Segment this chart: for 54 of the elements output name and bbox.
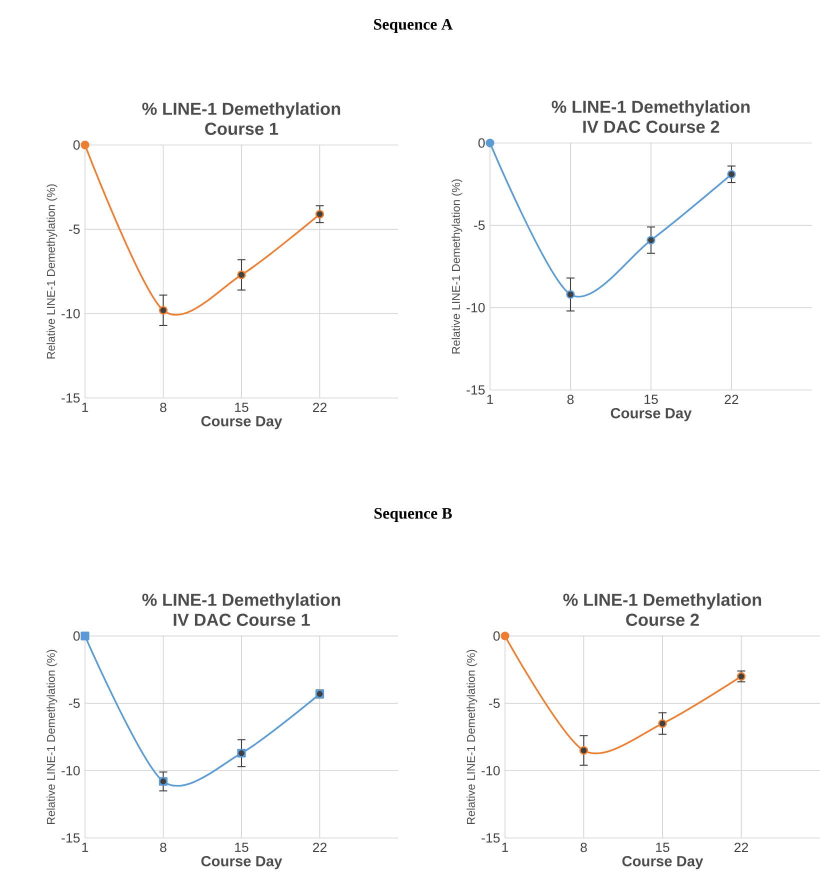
chart-subtitle: Course 2 (626, 614, 699, 626)
x-tick-label: 15 (235, 842, 248, 852)
y-tick-label: 0 (493, 631, 500, 641)
y-tick-label: -10 (482, 766, 500, 776)
x-tick-label: 22 (313, 842, 326, 852)
chart-subtitle: IV DAC Course 2 (583, 120, 720, 133)
x-tick-label: 15 (656, 842, 670, 852)
y-axis-title: Relative LINE-1 Demethylation (%) (452, 179, 462, 354)
chart-title: % LINE-1 Demethylation (552, 100, 750, 116)
y-axis-title: Relative LINE-1 Demethylation (%) (46, 650, 58, 824)
chart-title: % LINE-1 Demethylation (142, 102, 340, 118)
x-tick-label: 22 (724, 394, 738, 404)
x-tick-label: 1 (82, 402, 88, 412)
point (80, 632, 90, 640)
chart-title: % LINE-1 Demethylation (563, 593, 762, 610)
text: Sequence A (374, 18, 453, 33)
y-tick-label: 0 (478, 138, 485, 148)
x-tick-label: 15 (644, 394, 658, 404)
y-tick-label: -10 (466, 302, 485, 312)
x-tick-label: 1 (487, 394, 494, 404)
x-tick-label: 8 (160, 402, 166, 412)
x-axis-title: Course Day (201, 856, 282, 870)
text: Sequence B (374, 508, 452, 522)
y-tick-label: -5 (69, 698, 80, 708)
y-tick-label: -15 (482, 833, 500, 843)
y-tick-label: -15 (466, 385, 485, 395)
y-axis-title: Relative LINE-1 Demethylation (%) (46, 184, 58, 358)
x-axis-title: Course Day (610, 408, 692, 422)
x-tick-label: 8 (567, 394, 574, 404)
x-tick-label: 8 (160, 842, 166, 852)
y-tick-label: -10 (62, 766, 80, 776)
y-tick-label: 0 (73, 631, 80, 641)
x-tick-label: 22 (734, 842, 748, 852)
y-tick-label: -5 (489, 698, 500, 708)
point (500, 632, 510, 640)
y-tick-label: 0 (73, 140, 80, 150)
point (80, 140, 90, 150)
y-tick-label: -15 (62, 833, 80, 843)
chart-title: % LINE-1 Demethylation (142, 593, 340, 610)
point (486, 138, 494, 148)
y-tick-label: -5 (69, 224, 80, 234)
x-tick-label: 15 (235, 402, 248, 412)
x-tick-label: 8 (580, 842, 587, 852)
y-tick-label: -15 (62, 393, 80, 403)
y-tick-label: -10 (62, 308, 80, 318)
chart-subtitle: IV DAC Course 1 (174, 614, 310, 626)
y-tick-label: -5 (474, 220, 485, 230)
x-axis-title: Course Day (201, 416, 282, 430)
chart-subtitle: Course 1 (205, 122, 278, 135)
x-tick-label: 1 (502, 842, 508, 852)
y-axis-title: Relative LINE-1 Demethylation (%) (466, 650, 478, 824)
x-axis-title: Course Day (622, 856, 704, 870)
x-tick-label: 22 (313, 402, 326, 412)
x-tick-label: 1 (82, 842, 88, 852)
